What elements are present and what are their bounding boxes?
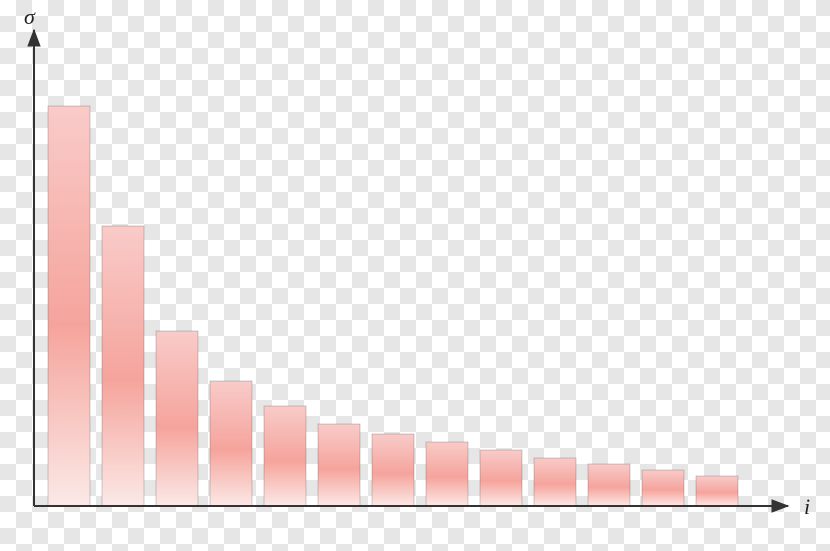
bar-11: [588, 464, 630, 506]
bar-13: [696, 476, 738, 506]
bar-7: [372, 434, 414, 506]
bar-9: [480, 450, 522, 506]
bar-2: [102, 226, 144, 506]
bar-12: [642, 470, 684, 506]
bar-10: [534, 458, 576, 506]
y-axis-arrowhead: [28, 30, 40, 46]
x-axis-arrowhead: [772, 500, 788, 512]
chart-canvas: σ i: [0, 0, 830, 551]
bar-8: [426, 442, 468, 506]
bars-group: [48, 106, 738, 506]
bar-1: [48, 106, 90, 506]
bar-5: [264, 406, 306, 506]
bar-4: [210, 381, 252, 506]
x-axis-label: i: [804, 494, 810, 519]
bar-6: [318, 424, 360, 506]
y-axis-label: σ: [24, 4, 36, 29]
bar-3: [156, 331, 198, 506]
chart-svg: σ i: [0, 0, 830, 551]
